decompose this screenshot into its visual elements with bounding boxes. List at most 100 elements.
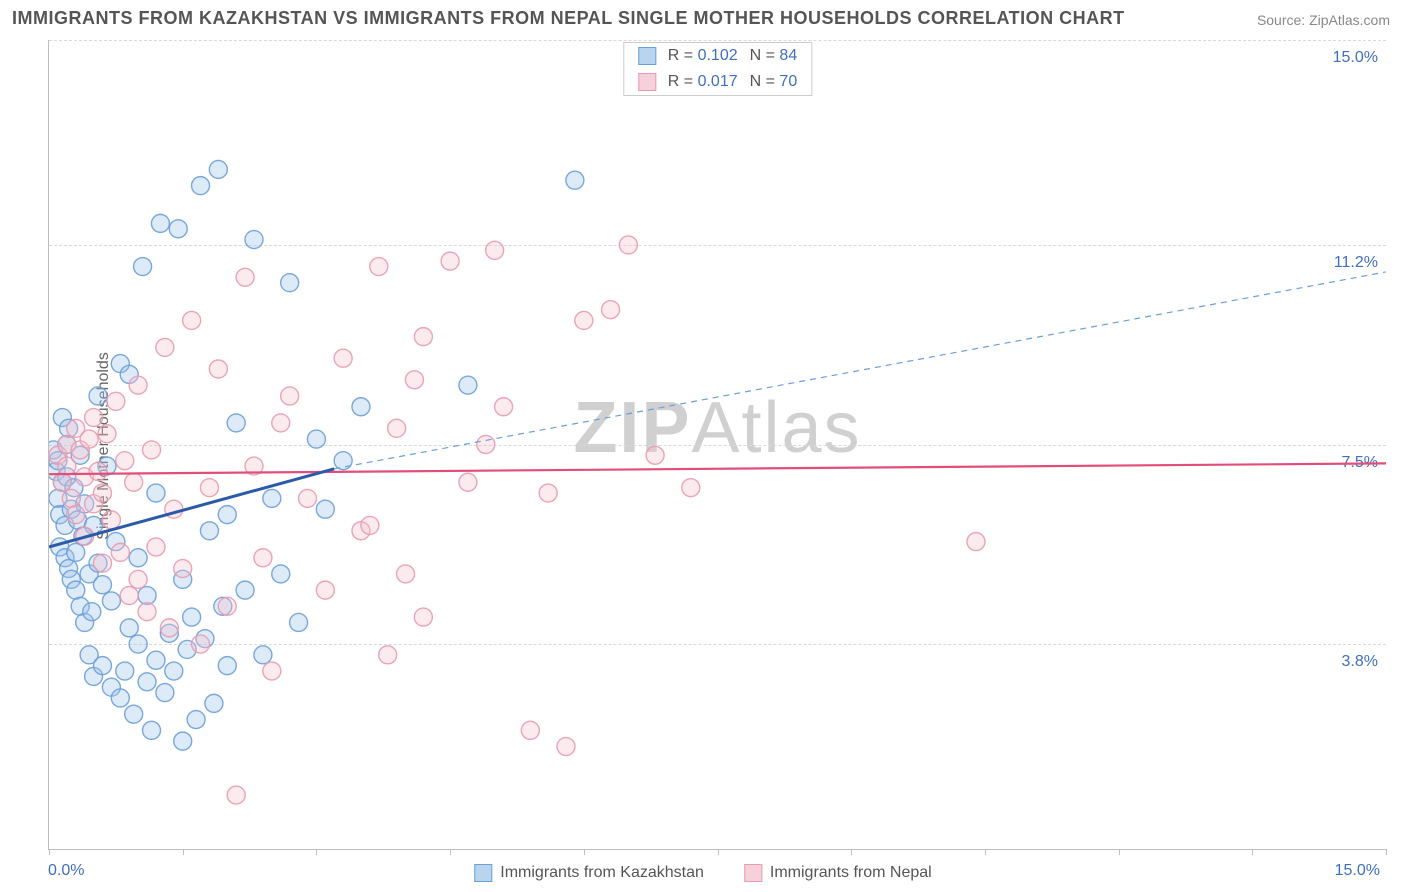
scatter-point-nepal [129, 570, 147, 588]
scatter-point-nepal [272, 414, 290, 432]
scatter-point-nepal [156, 338, 174, 356]
scatter-point-kazakhstan [89, 387, 107, 405]
scatter-point-nepal [967, 533, 985, 551]
x-axis-min-label: 0.0% [48, 862, 84, 880]
scatter-point-kazakhstan [272, 565, 290, 583]
scatter-point-nepal [236, 268, 254, 286]
legend-stats-row: R = 0.017 N = 70 [624, 69, 811, 95]
legend-item-nepal: Immigrants from Nepal [744, 864, 932, 882]
scatter-point-nepal [414, 328, 432, 346]
scatter-point-nepal [370, 258, 388, 276]
scatter-point-nepal [521, 721, 539, 739]
n-value-kazakhstan: 84 [779, 47, 797, 64]
scatter-point-nepal [160, 619, 178, 637]
n-value-nepal: 70 [779, 73, 797, 90]
x-tick [985, 849, 986, 855]
scatter-point-kazakhstan [307, 430, 325, 448]
scatter-point-kazakhstan [187, 711, 205, 729]
scatter-point-nepal [539, 484, 557, 502]
scatter-point-kazakhstan [316, 500, 334, 518]
scatter-point-nepal [414, 608, 432, 626]
swatch-kazakhstan [638, 47, 656, 65]
source-link[interactable]: ZipAtlas.com [1309, 12, 1390, 28]
scatter-point-nepal [62, 489, 80, 507]
x-tick [718, 849, 719, 855]
chart-title: IMMIGRANTS FROM KAZAKHSTAN VS IMMIGRANTS… [12, 8, 1125, 29]
legend-label-kazakhstan: Immigrants from Kazakhstan [500, 864, 704, 882]
r-label: R = [668, 73, 693, 90]
scatter-point-kazakhstan [151, 214, 169, 232]
scatter-point-kazakhstan [125, 705, 143, 723]
scatter-point-kazakhstan [156, 684, 174, 702]
scatter-point-nepal [602, 301, 620, 319]
scatter-point-nepal [227, 786, 245, 804]
scatter-point-nepal [361, 516, 379, 534]
x-tick [1252, 849, 1253, 855]
scatter-point-nepal [120, 587, 138, 605]
swatch-nepal [744, 864, 762, 882]
scatter-point-kazakhstan [93, 576, 111, 594]
legend-item-kazakhstan: Immigrants from Kazakhstan [474, 864, 704, 882]
scatter-point-nepal [646, 446, 664, 464]
scatter-point-kazakhstan [147, 651, 165, 669]
scatter-point-kazakhstan [192, 177, 210, 195]
scatter-point-kazakhstan [209, 160, 227, 178]
scatter-point-kazakhstan [183, 608, 201, 626]
scatter-point-kazakhstan [200, 522, 218, 540]
scatter-point-nepal [263, 662, 281, 680]
scatter-point-kazakhstan [459, 376, 477, 394]
scatter-point-nepal [316, 581, 334, 599]
scatter-point-kazakhstan [263, 489, 281, 507]
scatter-point-kazakhstan [83, 603, 101, 621]
scatter-point-kazakhstan [566, 171, 584, 189]
scatter-point-kazakhstan [169, 220, 187, 238]
scatter-point-kazakhstan [218, 506, 236, 524]
scatter-point-nepal [200, 479, 218, 497]
scatter-point-nepal [89, 462, 107, 480]
x-tick [584, 849, 585, 855]
x-tick [183, 849, 184, 855]
scatter-point-kazakhstan [111, 689, 129, 707]
x-tick [450, 849, 451, 855]
scatter-point-nepal [183, 311, 201, 329]
scatter-point-nepal [405, 371, 423, 389]
scatter-point-nepal [557, 738, 575, 756]
scatter-point-nepal [147, 538, 165, 556]
scatter-point-nepal [209, 360, 227, 378]
scatter-point-nepal [143, 441, 161, 459]
scatter-point-nepal [619, 236, 637, 254]
source-attribution: Source: ZipAtlas.com [1257, 12, 1390, 28]
source-prefix: Source: [1257, 12, 1309, 28]
scatter-point-nepal [495, 398, 513, 416]
r-value-kazakhstan: 0.102 [698, 47, 738, 64]
scatter-point-kazakhstan [218, 657, 236, 675]
scatter-point-kazakhstan [116, 662, 134, 680]
scatter-point-nepal [85, 409, 103, 427]
legend-stats-row: R = 0.102 N = 84 [624, 43, 811, 69]
scatter-point-kazakhstan [129, 635, 147, 653]
scatter-point-nepal [67, 506, 85, 524]
scatter-point-nepal [58, 457, 76, 475]
scatter-point-nepal [174, 560, 192, 578]
scatter-point-nepal [218, 597, 236, 615]
scatter-point-nepal [129, 376, 147, 394]
scatter-point-kazakhstan [67, 543, 85, 561]
scatter-point-nepal [477, 436, 495, 454]
plot-area: ZIPAtlas R = 0.102 N = 84 R = 0.017 N = … [48, 40, 1386, 850]
r-value-nepal: 0.017 [698, 73, 738, 90]
legend-label-nepal: Immigrants from Nepal [770, 864, 932, 882]
scatter-point-kazakhstan [281, 274, 299, 292]
scatter-point-nepal [192, 635, 210, 653]
scatter-point-nepal [575, 311, 593, 329]
scatter-point-nepal [334, 349, 352, 367]
r-label: R = [668, 47, 693, 64]
scatter-point-kazakhstan [143, 721, 161, 739]
scatter-point-nepal [682, 479, 700, 497]
scatter-point-nepal [388, 419, 406, 437]
legend-stats: R = 0.102 N = 84 R = 0.017 N = 70 [623, 42, 812, 96]
scatter-point-nepal [107, 392, 125, 410]
x-tick [316, 849, 317, 855]
scatter-point-kazakhstan [290, 613, 308, 631]
scatter-point-kazakhstan [174, 732, 192, 750]
scatter-point-kazakhstan [205, 694, 223, 712]
